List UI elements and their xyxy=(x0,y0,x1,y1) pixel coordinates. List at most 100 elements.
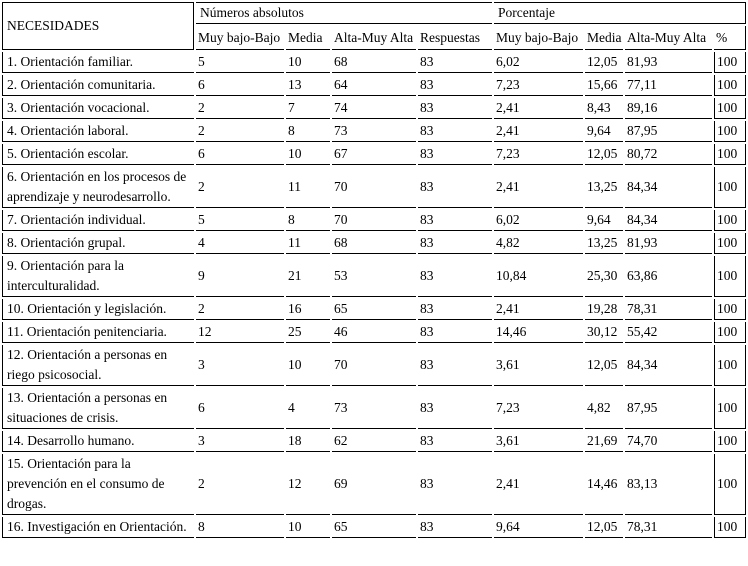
header-sub-row: Muy bajo-Bajo Media Alta-Muy Alta Respue… xyxy=(2,26,747,50)
subheader-pct-media: Media xyxy=(585,26,623,50)
data-cell: 53 xyxy=(332,256,416,297)
subheader-abs-muy-bajo-bajo: Muy bajo-Bajo xyxy=(196,26,284,50)
data-cell: 73 xyxy=(332,121,416,142)
data-cell: 15,66 xyxy=(585,75,623,96)
table-body: 1. Orientación familiar. 5 10 68 83 6,02… xyxy=(2,52,747,538)
data-cell: 100 xyxy=(714,75,747,96)
data-cell: 68 xyxy=(332,233,416,254)
data-cell: 9,64 xyxy=(494,517,583,538)
data-cell: 83 xyxy=(418,454,492,515)
data-cell: 84,34 xyxy=(625,210,712,231)
data-cell: 10 xyxy=(286,345,330,386)
data-cell: 70 xyxy=(332,167,416,208)
data-cell: 69 xyxy=(332,454,416,515)
data-cell: 83,13 xyxy=(625,454,712,515)
data-cell: 8,43 xyxy=(585,98,623,119)
data-cell: 12,05 xyxy=(585,345,623,386)
data-cell: 10 xyxy=(286,517,330,538)
data-cell: 100 xyxy=(714,167,747,208)
data-cell: 78,31 xyxy=(625,299,712,320)
header-necesidades: NECESIDADES xyxy=(2,2,194,50)
row-label: 7. Orientación individual. xyxy=(2,210,194,231)
data-cell: 63,86 xyxy=(625,256,712,297)
data-cell: 83 xyxy=(418,233,492,254)
row-label: 16. Investigación en Orientación. xyxy=(2,517,194,538)
table-row: 3. Orientación vocacional. 2 7 74 83 2,4… xyxy=(2,98,747,119)
data-cell: 64 xyxy=(332,75,416,96)
data-cell: 100 xyxy=(714,431,747,452)
data-cell: 100 xyxy=(714,256,747,297)
subheader-respuestas: Respuestas xyxy=(418,26,492,50)
data-cell: 4,82 xyxy=(585,388,623,429)
data-cell: 83 xyxy=(418,144,492,165)
data-cell: 8 xyxy=(286,210,330,231)
data-cell: 5 xyxy=(196,52,284,73)
table-row: 11. Orientación penitenciaria. 12 25 46 … xyxy=(2,322,747,343)
data-cell: 87,95 xyxy=(625,121,712,142)
data-cell: 83 xyxy=(418,167,492,208)
data-cell: 6 xyxy=(196,75,284,96)
row-label: 1. Orientación familiar. xyxy=(2,52,194,73)
data-cell: 83 xyxy=(418,52,492,73)
data-cell: 6,02 xyxy=(494,52,583,73)
data-cell: 30,12 xyxy=(585,322,623,343)
data-cell: 2,41 xyxy=(494,121,583,142)
data-cell: 100 xyxy=(714,299,747,320)
data-cell: 62 xyxy=(332,431,416,452)
row-label: 15. Orientación para la prevención en el… xyxy=(2,454,194,515)
data-cell: 83 xyxy=(418,210,492,231)
data-cell: 83 xyxy=(418,98,492,119)
data-cell: 67 xyxy=(332,144,416,165)
data-cell: 12,05 xyxy=(585,52,623,73)
data-cell: 14,46 xyxy=(585,454,623,515)
data-cell: 3 xyxy=(196,431,284,452)
table-row: 4. Orientación laboral. 2 8 73 83 2,41 9… xyxy=(2,121,747,142)
data-cell: 25 xyxy=(286,322,330,343)
data-cell: 80,72 xyxy=(625,144,712,165)
data-cell: 100 xyxy=(714,322,747,343)
table-row: 13. Orientación a personas en situacione… xyxy=(2,388,747,429)
data-cell: 100 xyxy=(714,388,747,429)
row-label: 9. Orientación para la interculturalidad… xyxy=(2,256,194,297)
row-label: 2. Orientación comunitaria. xyxy=(2,75,194,96)
row-label: 5. Orientación escolar. xyxy=(2,144,194,165)
data-cell: 6 xyxy=(196,388,284,429)
data-cell: 13,25 xyxy=(585,233,623,254)
data-cell: 12,05 xyxy=(585,517,623,538)
data-cell: 74,70 xyxy=(625,431,712,452)
subheader-pct-muy-bajo-bajo: Muy bajo-Bajo xyxy=(494,26,583,50)
data-cell: 4 xyxy=(286,388,330,429)
row-label: 10. Orientación y legislación. xyxy=(2,299,194,320)
row-label: 4. Orientación laboral. xyxy=(2,121,194,142)
data-cell: 100 xyxy=(714,517,747,538)
data-cell: 83 xyxy=(418,388,492,429)
data-cell: 10 xyxy=(286,144,330,165)
data-cell: 74 xyxy=(332,98,416,119)
data-cell: 83 xyxy=(418,345,492,386)
data-cell: 81,93 xyxy=(625,52,712,73)
table-row: 6. Orientación en los procesos de aprend… xyxy=(2,167,747,208)
data-cell: 8 xyxy=(196,517,284,538)
data-cell: 78,31 xyxy=(625,517,712,538)
data-cell: 87,95 xyxy=(625,388,712,429)
data-cell: 11 xyxy=(286,233,330,254)
data-cell: 12 xyxy=(196,322,284,343)
data-cell: 100 xyxy=(714,210,747,231)
data-cell: 10 xyxy=(286,52,330,73)
data-cell: 21,69 xyxy=(585,431,623,452)
data-cell: 83 xyxy=(418,431,492,452)
subheader-abs-media: Media xyxy=(286,26,330,50)
row-label: 6. Orientación en los procesos de aprend… xyxy=(2,167,194,208)
table-row: 7. Orientación individual. 5 8 70 83 6,0… xyxy=(2,210,747,231)
data-cell: 12 xyxy=(286,454,330,515)
data-cell: 16 xyxy=(286,299,330,320)
data-cell: 2,41 xyxy=(494,454,583,515)
data-cell: 3,61 xyxy=(494,431,583,452)
data-cell: 5 xyxy=(196,210,284,231)
data-cell: 100 xyxy=(714,121,747,142)
data-cell: 2 xyxy=(196,98,284,119)
data-cell: 12,05 xyxy=(585,144,623,165)
data-cell: 100 xyxy=(714,454,747,515)
table-row: 1. Orientación familiar. 5 10 68 83 6,02… xyxy=(2,52,747,73)
data-cell: 100 xyxy=(714,98,747,119)
